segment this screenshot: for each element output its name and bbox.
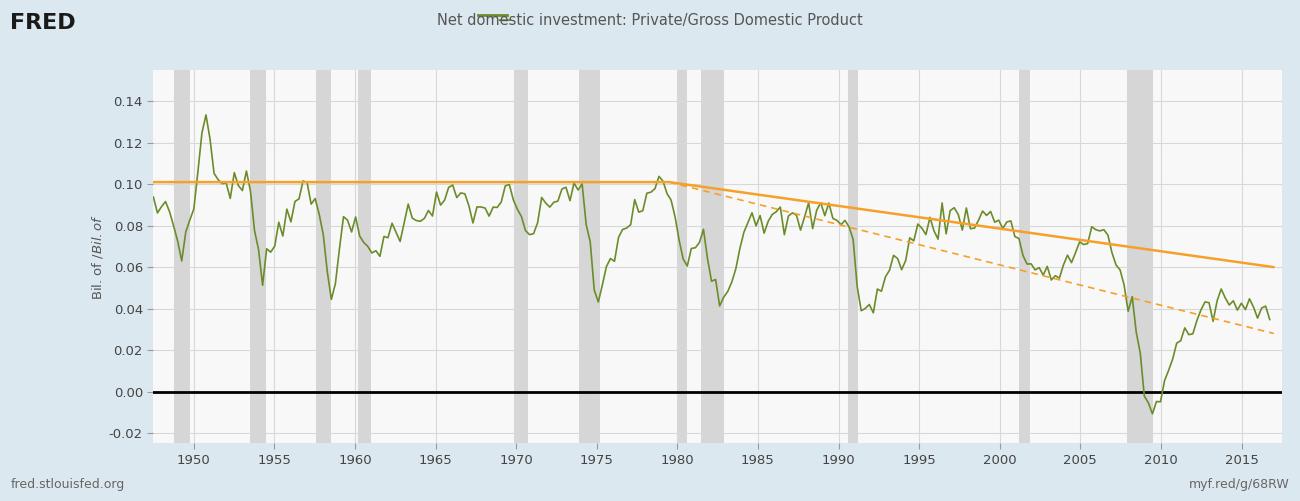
Bar [578,70,599,443]
Bar [848,70,858,443]
Text: myf.red/g/68RW: myf.red/g/68RW [1188,478,1290,491]
Bar [358,70,370,443]
Bar [174,70,190,443]
Bar [316,70,330,443]
Bar [515,70,528,443]
Text: —: — [498,13,511,27]
Text: FRED: FRED [10,13,75,33]
Text: Net domestic investment: Private/Gross Domestic Product: Net domestic investment: Private/Gross D… [437,13,863,28]
Bar [1019,70,1031,443]
Text: fred.stlouisfed.org: fred.stlouisfed.org [10,478,125,491]
Bar [250,70,266,443]
Y-axis label: Bil. of $/Bil. of $: Bil. of $/Bil. of $ [90,214,105,300]
Bar [702,70,724,443]
Bar [677,70,686,443]
Bar [1127,70,1153,443]
